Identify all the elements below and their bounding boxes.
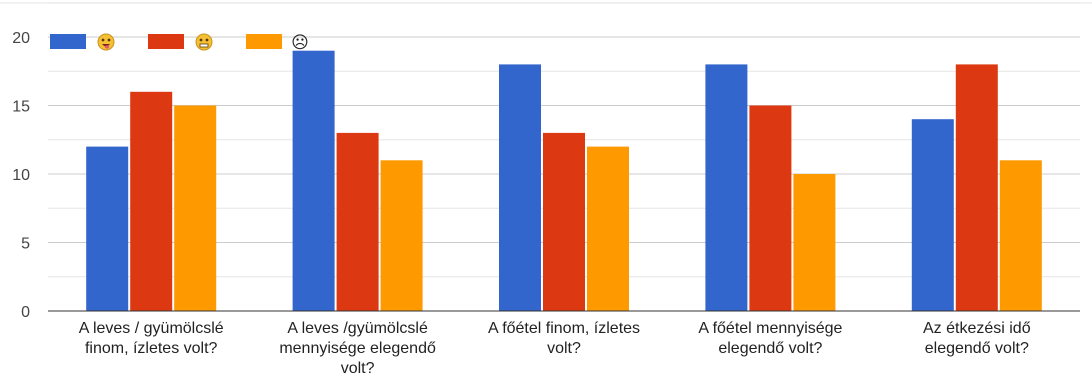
face-eye: [205, 38, 209, 42]
x-axis-labels: A leves / gyümölcslé finom, ízletes volt?…: [79, 320, 1031, 377]
bar: [130, 91, 173, 311]
face-eye: [101, 38, 105, 42]
face-eye: [107, 38, 111, 42]
bar: [955, 64, 998, 312]
face-circle: [195, 33, 213, 51]
bar: [911, 119, 954, 311]
x-category-label-line: Az étkezési idő: [923, 320, 1031, 337]
x-category-label-line: elegendő volt?: [718, 340, 822, 357]
x-category-label-line: A főétel finom, ízletes: [488, 320, 640, 337]
x-category-label-line: A főétel mennyisége: [698, 320, 842, 337]
legend: 😝 😬 ☹: [50, 33, 309, 53]
x-category-label-line: volt?: [547, 340, 581, 357]
bar: [499, 64, 541, 312]
legend-swatch: [50, 34, 86, 49]
y-tick-label: 10: [12, 167, 30, 184]
bar: [174, 105, 217, 311]
x-category-label-line: volt?: [341, 360, 375, 377]
y-tick-label: 0: [21, 304, 30, 321]
face-mouth: [199, 43, 209, 48]
bar: [749, 105, 792, 311]
face-tongue: [105, 45, 109, 49]
x-category-label-line: mennyisége elegendő: [279, 340, 436, 357]
x-category-label: A leves /gyümölcslé mennyisége elegendő vo…: [279, 320, 436, 377]
x-category-label-line: A leves / gyümölcslé: [79, 320, 224, 337]
bars: [86, 50, 1042, 312]
face-circle: [97, 33, 115, 51]
bar: [587, 146, 629, 311]
bar: [86, 146, 129, 311]
grimacing-face-icon: 😬: [195, 33, 213, 51]
bar: [793, 174, 836, 311]
x-category-label-line: elegendő volt?: [925, 340, 1029, 357]
y-axis-ticks: 0 5 10 15 20: [12, 30, 30, 321]
y-tick-label: 20: [12, 30, 30, 47]
bar: [292, 50, 335, 311]
x-category-label: A leves / gyümölcslé finom, ízletes volt?: [79, 320, 224, 357]
face-eye: [199, 38, 203, 42]
y-tick-label: 5: [21, 236, 30, 253]
bar: [705, 64, 748, 312]
grinning-face-icon: 😝: [97, 33, 115, 51]
bar: [999, 160, 1042, 311]
bar: [336, 132, 379, 311]
bar: [543, 132, 585, 311]
x-category-label: A főétel finom, ízletes volt?: [488, 320, 640, 357]
x-category-label-line: finom, ízletes volt?: [85, 340, 218, 357]
y-tick-label: 15: [12, 99, 30, 116]
legend-swatch: [148, 34, 184, 49]
frowning-face-icon: ☹: [291, 33, 309, 53]
legend-swatch: [246, 34, 282, 49]
x-category-label-line: A leves /gyümölcslé: [287, 320, 428, 337]
x-category-label: Az étkezési idő elegendő volt?: [923, 320, 1031, 357]
x-category-label: A főétel mennyisége elegendő volt?: [698, 320, 842, 357]
bar: [380, 160, 423, 311]
